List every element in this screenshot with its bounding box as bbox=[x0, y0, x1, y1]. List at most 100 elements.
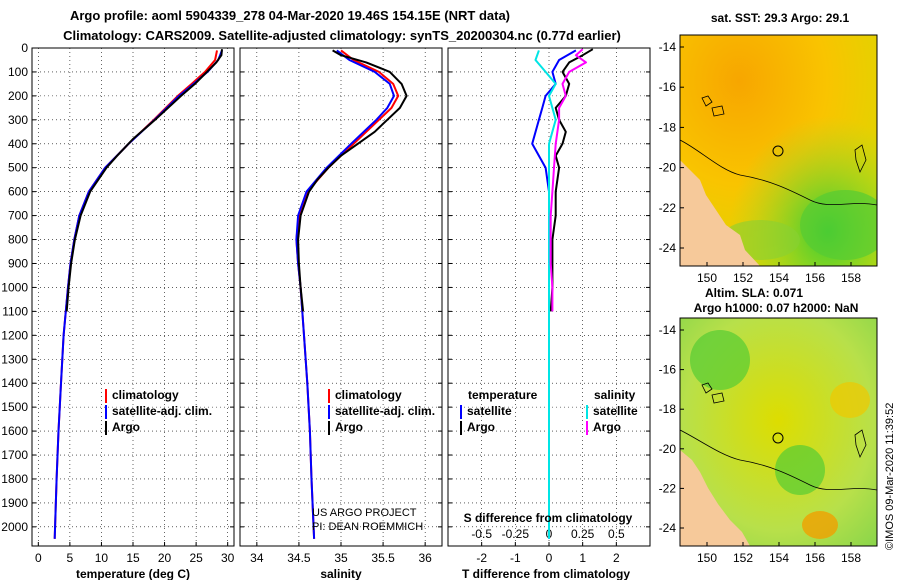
argo-position-marker bbox=[772, 432, 784, 444]
legend-satellite-label: satellite-adj. clim. bbox=[112, 404, 212, 418]
sst-map bbox=[680, 35, 877, 266]
difference-axis-label: T difference from climatology bbox=[462, 567, 630, 580]
salinity-argo-line bbox=[297, 49, 408, 312]
argo-position-marker bbox=[772, 145, 784, 157]
lat-tick-label: -16 bbox=[659, 363, 677, 377]
sla-map-title-line1: Altim. SLA: 0.071 bbox=[705, 286, 803, 300]
s-diff-tick-label: -0.25 bbox=[502, 527, 530, 541]
legend-s-argo-label: Argo bbox=[593, 420, 621, 434]
depth-tick-label: 800 bbox=[8, 233, 28, 247]
sla-reef-outline bbox=[701, 382, 867, 459]
temperature-axis-label: temperature (deg C) bbox=[76, 567, 190, 580]
temperature-climatology-line bbox=[53, 50, 218, 539]
x-tick-label: 34 bbox=[250, 551, 264, 565]
sla-land bbox=[680, 450, 750, 546]
sla-high-2 bbox=[830, 382, 870, 418]
lon-tick-label: 158 bbox=[841, 271, 861, 285]
salinity-satellite-adj-clim-line bbox=[295, 49, 395, 539]
x-tick-label: 20 bbox=[158, 551, 172, 565]
lat-tick-label: -22 bbox=[659, 481, 677, 495]
x-axes: 0 5 10 15 20 25 30 34 34.5 35 35.5 36 -2 -1 0 1 2 -0.5 -0.… bbox=[35, 527, 625, 565]
x-tick-label: 2 bbox=[613, 551, 620, 565]
depth-axis: 0 100 200 300 400 500 600 700 800 900 1000 1100 1200… bbox=[1, 41, 28, 534]
difference-s-argo-line bbox=[549, 48, 587, 312]
s-difference-top-label: S difference from climatology bbox=[464, 511, 633, 525]
sst-map-axes: -14 -16 -18 -20 -22 -24 150 152 154 156 158 bbox=[659, 40, 862, 285]
lon-tick-label: 152 bbox=[733, 271, 753, 285]
legend-climatology-label: climatology bbox=[335, 388, 402, 402]
imos-credit: ©IMOS 09-Mar-2020 11:39:52 bbox=[884, 403, 896, 550]
depth-tick-label: 1000 bbox=[1, 280, 28, 294]
lat-tick-label: -14 bbox=[659, 323, 677, 337]
lon-tick-label: 150 bbox=[697, 271, 717, 285]
x-tick-label: 36 bbox=[418, 551, 432, 565]
lat-tick-label: -20 bbox=[659, 161, 677, 175]
x-tick-label: -2 bbox=[476, 551, 487, 565]
legend-t-satellite-label: satellite bbox=[467, 404, 512, 418]
depth-tick-label: 2000 bbox=[1, 520, 28, 534]
depth-tick-label: 1700 bbox=[1, 448, 28, 462]
difference-legend: temperature salinity satellite Argo sate… bbox=[460, 388, 638, 435]
depth-tick-label: 100 bbox=[8, 65, 28, 79]
x-tick-label: 0 bbox=[546, 551, 553, 565]
depth-tick-label: 1100 bbox=[2, 304, 28, 318]
depth-tick-label: 700 bbox=[8, 209, 28, 223]
sla-map-axes: -14 -16 -18 -20 -22 -24 150 152 154 156 158 bbox=[659, 323, 862, 565]
header-title-line2: Climatology: CARS2009. Satellite-adjuste… bbox=[63, 28, 621, 43]
lon-tick-label: 156 bbox=[805, 551, 825, 565]
profile-lines bbox=[53, 48, 594, 539]
s-diff-tick-label: 0.25 bbox=[571, 527, 595, 541]
depth-tick-label: 1300 bbox=[1, 352, 28, 366]
x-tick-label: 15 bbox=[126, 551, 140, 565]
project-credit-line1: US ARGO PROJECT bbox=[312, 507, 417, 519]
legend-argo-label: Argo bbox=[112, 420, 140, 434]
depth-tick-label: 1600 bbox=[1, 424, 28, 438]
panel-grids bbox=[32, 47, 650, 546]
sst-land bbox=[680, 160, 760, 266]
temperature-legend: climatology satellite-adj. clim. Argo bbox=[105, 388, 212, 435]
depth-tick-label: 200 bbox=[8, 89, 28, 103]
sla-map-title-line2: Argo h1000: 0.07 h2000: NaN bbox=[694, 301, 859, 315]
depth-tick-label: 1400 bbox=[1, 376, 28, 390]
difference-s-satellite-line bbox=[534, 50, 557, 539]
header-title-line1: Argo profile: aoml 5904339_278 04-Mar-20… bbox=[70, 8, 510, 23]
lon-tick-label: 156 bbox=[805, 271, 825, 285]
sla-map bbox=[680, 318, 877, 546]
lat-tick-label: -14 bbox=[659, 40, 677, 54]
legend-argo-label: Argo bbox=[335, 420, 363, 434]
sst-reef-outline bbox=[701, 95, 867, 174]
sla-high bbox=[802, 511, 838, 539]
x-tick-label: 34.5 bbox=[287, 551, 311, 565]
x-tick-label: 1 bbox=[579, 551, 586, 565]
lat-tick-label: -18 bbox=[659, 120, 677, 134]
sla-coast-contour bbox=[680, 429, 877, 491]
legend-climatology-label: climatology bbox=[112, 388, 179, 402]
x-tick-label: 25 bbox=[189, 551, 203, 565]
x-tick-label: 5 bbox=[67, 551, 74, 565]
sla-green-low bbox=[690, 330, 750, 390]
lon-tick-label: 154 bbox=[769, 271, 789, 285]
salinity-axis-label: salinity bbox=[320, 567, 362, 580]
depth-tick-label: 600 bbox=[8, 185, 28, 199]
depth-tick-label: 1800 bbox=[1, 472, 28, 486]
s-diff-tick-label: 0.5 bbox=[608, 527, 625, 541]
lat-tick-label: -24 bbox=[659, 521, 677, 535]
lat-tick-label: -24 bbox=[659, 241, 677, 255]
depth-tick-label: 900 bbox=[8, 256, 28, 270]
depth-tick-label: 1500 bbox=[1, 400, 28, 414]
depth-tick-label: 1200 bbox=[1, 328, 28, 342]
lon-tick-label: 158 bbox=[841, 551, 861, 565]
lat-tick-label: -20 bbox=[659, 442, 677, 456]
depth-tick-label: 400 bbox=[8, 137, 28, 151]
temperature-argo-line bbox=[65, 49, 223, 312]
salinity-legend: climatology satellite-adj. clim. Argo bbox=[328, 388, 435, 435]
sst-map-title: sat. SST: 29.3 Argo: 29.1 bbox=[711, 11, 850, 25]
x-tick-label: 35.5 bbox=[371, 551, 395, 565]
lat-tick-label: -18 bbox=[659, 402, 677, 416]
lon-tick-label: 152 bbox=[733, 551, 753, 565]
legend-temperature-title: temperature bbox=[468, 388, 538, 402]
x-tick-label: 30 bbox=[221, 551, 235, 565]
difference-t-argo-line bbox=[549, 48, 594, 312]
temperature-satellite-adj-clim-line bbox=[53, 50, 223, 539]
